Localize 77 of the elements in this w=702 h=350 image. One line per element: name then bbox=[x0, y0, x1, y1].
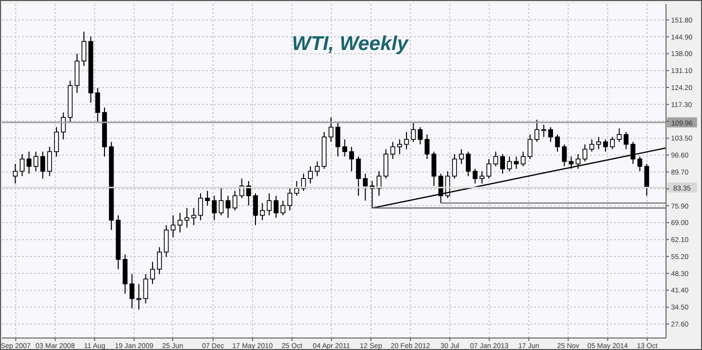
candlestick bbox=[232, 190, 238, 211]
candlestick bbox=[212, 195, 217, 221]
candlestick bbox=[528, 134, 532, 160]
candlestick bbox=[493, 151, 498, 167]
candlestick bbox=[33, 151, 38, 172]
candlestick bbox=[582, 144, 588, 162]
candlestick bbox=[548, 126, 554, 142]
candlestick bbox=[534, 119, 540, 142]
candlestick bbox=[404, 132, 409, 150]
candlestick bbox=[418, 126, 423, 145]
candlestick bbox=[514, 156, 519, 170]
candlestick bbox=[40, 151, 46, 180]
candlestick bbox=[466, 151, 471, 177]
candlestick bbox=[274, 195, 278, 218]
candlestick bbox=[260, 202, 265, 221]
candlestick bbox=[136, 283, 142, 310]
candlestick bbox=[349, 146, 354, 172]
candlestick bbox=[486, 158, 492, 180]
candlestick bbox=[335, 122, 340, 158]
candlestick bbox=[205, 190, 210, 206]
candlestick bbox=[157, 246, 162, 275]
candlestick bbox=[616, 128, 622, 142]
candlestick bbox=[143, 274, 148, 304]
candlestick bbox=[287, 188, 292, 211]
candlestick bbox=[520, 151, 526, 167]
candlestick bbox=[397, 138, 402, 155]
candlestick bbox=[390, 141, 396, 160]
candlestick bbox=[130, 274, 134, 309]
candlestick bbox=[170, 214, 176, 238]
candlestick bbox=[342, 138, 348, 158]
candlestick bbox=[410, 122, 416, 142]
candlestick bbox=[472, 168, 478, 184]
candlestick bbox=[644, 163, 650, 196]
candlestick bbox=[308, 166, 313, 184]
candlestick bbox=[246, 180, 252, 206]
candlestick bbox=[184, 207, 190, 228]
candlestick bbox=[20, 154, 25, 177]
candlestick bbox=[432, 151, 436, 186]
candlestick bbox=[568, 156, 574, 170]
candlestick bbox=[555, 134, 560, 152]
candlestick bbox=[589, 138, 594, 152]
candlestick bbox=[576, 154, 580, 170]
candlestick bbox=[610, 136, 615, 150]
candlestick bbox=[95, 87, 100, 123]
candlestick bbox=[198, 192, 203, 221]
candlestick bbox=[362, 173, 368, 202]
text: WTI, Weekly bbox=[290, 33, 410, 56]
candlestick bbox=[314, 160, 320, 177]
candlestick bbox=[191, 207, 196, 226]
candlestick bbox=[424, 134, 430, 160]
candlestick bbox=[458, 148, 464, 164]
candlestick bbox=[452, 154, 457, 180]
candlestick bbox=[218, 188, 224, 216]
candlestick bbox=[624, 132, 629, 150]
candlestick bbox=[480, 170, 484, 184]
candlestick bbox=[226, 195, 230, 218]
candlestick bbox=[280, 200, 286, 216]
candlestick bbox=[384, 148, 388, 180]
candlestick bbox=[637, 156, 642, 172]
candlestick bbox=[47, 146, 52, 177]
candlestick bbox=[541, 124, 546, 138]
candlestick bbox=[82, 31, 86, 66]
candlestick bbox=[507, 156, 512, 172]
candlestick bbox=[164, 224, 169, 258]
candlestick bbox=[356, 156, 361, 196]
candlestick bbox=[12, 163, 18, 184]
candlestick bbox=[26, 151, 32, 174]
candlestick bbox=[178, 212, 182, 233]
candlestick bbox=[603, 138, 608, 152]
candlestick bbox=[54, 126, 59, 158]
candlestick bbox=[376, 170, 382, 196]
candlestick bbox=[500, 154, 505, 174]
candlestick bbox=[253, 192, 258, 226]
candlestick bbox=[266, 192, 272, 216]
candlestick bbox=[596, 136, 602, 150]
candlestick bbox=[150, 261, 155, 284]
candlestick bbox=[328, 116, 334, 142]
